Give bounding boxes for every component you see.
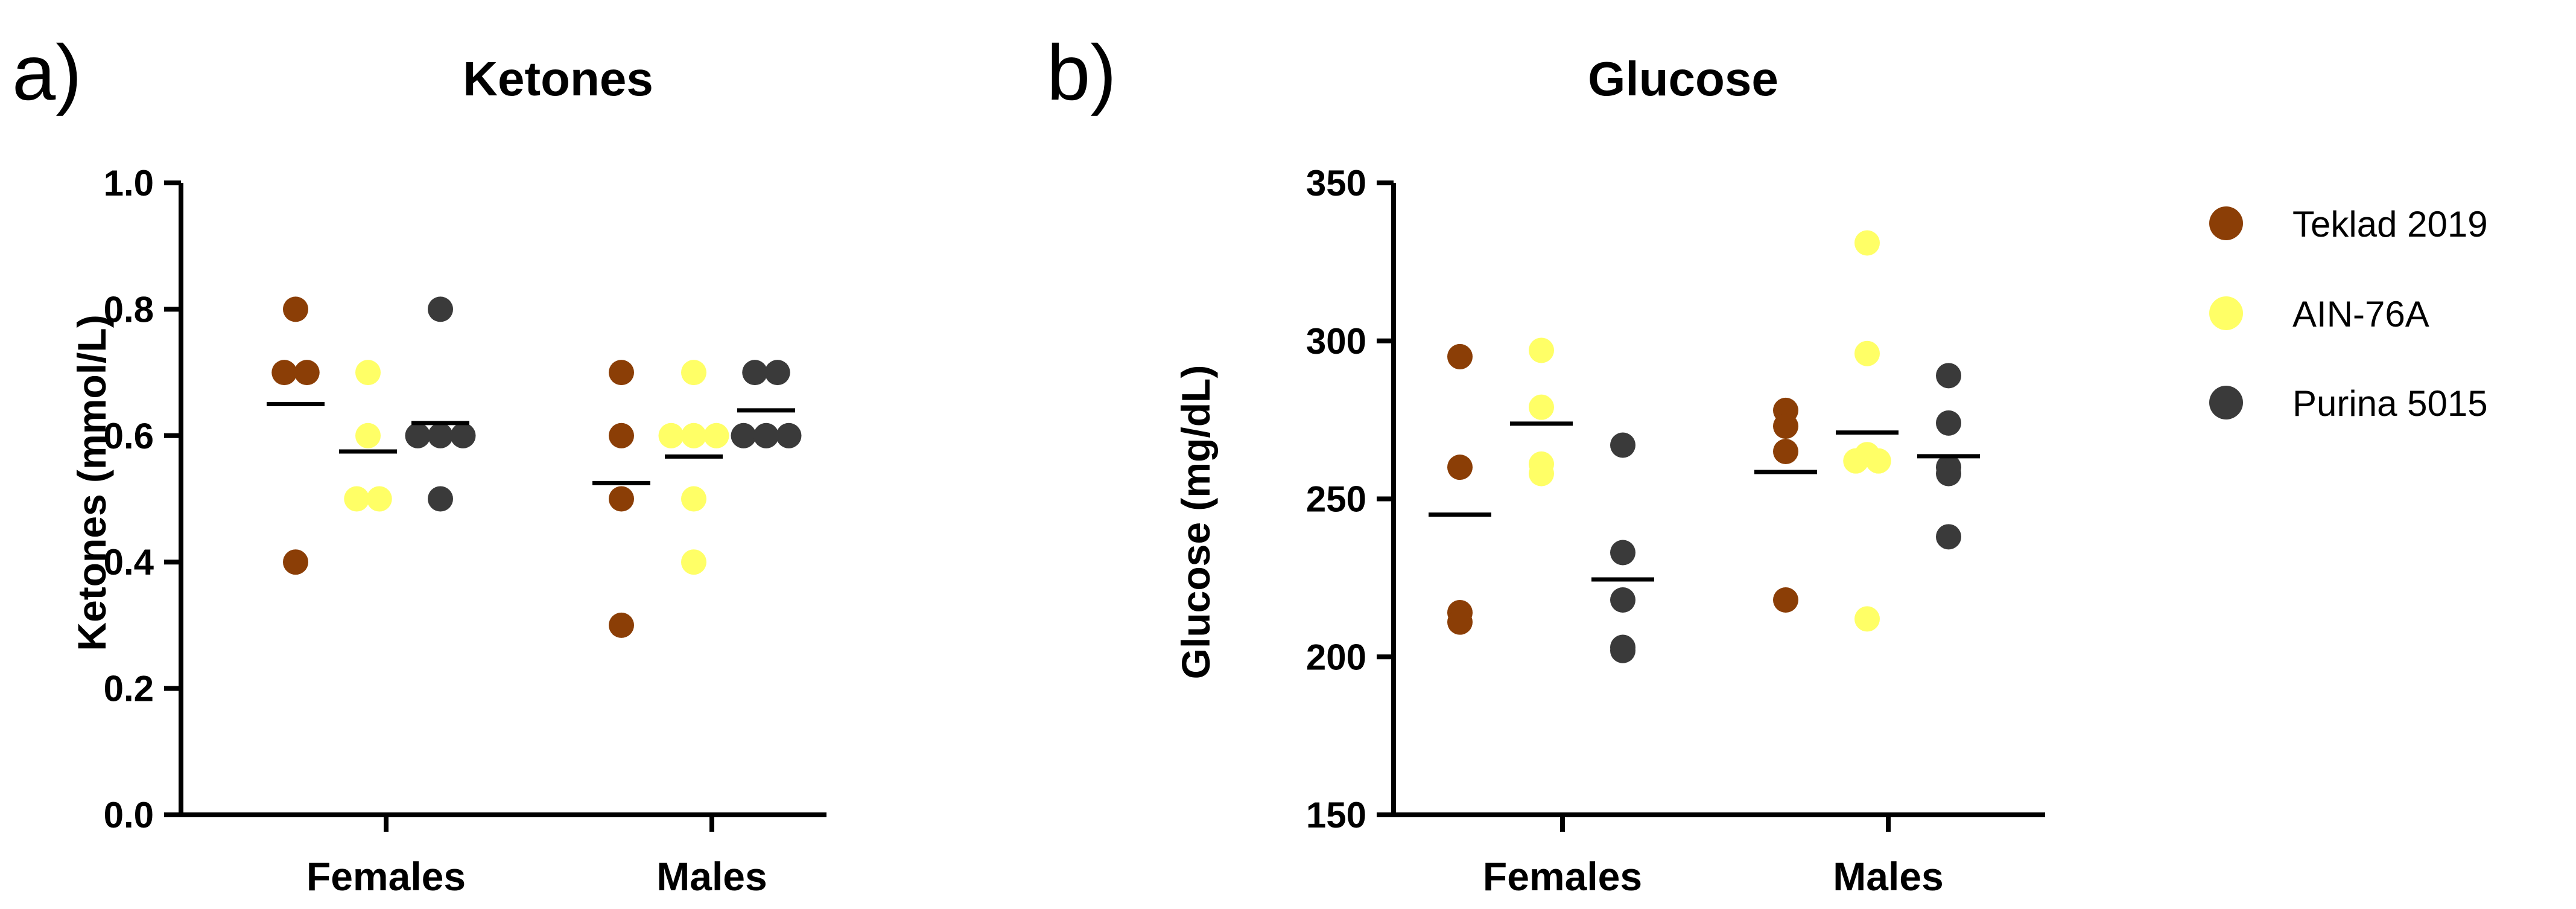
- ketones-axes: [179, 183, 826, 832]
- ketones-point-teklad-2019-females: [283, 549, 308, 575]
- ketones-point-ain-76a-males: [681, 549, 706, 575]
- glucose-point-purina-5015-females: [1610, 637, 1635, 663]
- glucose-point-ain-76a-females: [1529, 394, 1554, 420]
- ketones-point-teklad-2019-males: [609, 360, 634, 386]
- glucose-point-purina-5015-males: [1936, 410, 1961, 436]
- glucose-point-teklad-2019-males: [1773, 413, 1798, 439]
- ketones-category-males: Males: [656, 854, 767, 899]
- ketones-point-purina-5015-females: [428, 423, 453, 448]
- ketones-y-tick-label: 0.6: [104, 416, 154, 456]
- ketones-y-tick-label: 0.0: [104, 795, 154, 835]
- glucose-title: Glucose: [1588, 52, 1778, 106]
- glucose-point-teklad-2019-females: [1447, 609, 1473, 635]
- ketones-title: Ketones: [463, 52, 653, 106]
- ketones-point-teklad-2019-females: [283, 296, 308, 322]
- ketones-point-ain-76a-males: [681, 423, 706, 448]
- glucose-point-teklad-2019-males: [1773, 438, 1798, 464]
- legend-label-ain-76a: AIN-76A: [2292, 294, 2429, 334]
- ketones-y-tick-label: 0.4: [104, 542, 154, 582]
- ketones-point-purina-5015-males: [731, 423, 757, 448]
- glucose-point-purina-5015-males: [1936, 524, 1961, 550]
- glucose-point-ain-76a-females: [1529, 461, 1554, 486]
- ketones-point-purina-5015-females: [450, 423, 476, 448]
- glucose-point-purina-5015-females: [1610, 587, 1635, 613]
- glucose-y-tick-label: 350: [1306, 163, 1366, 203]
- ketones-point-teklad-2019-males: [609, 423, 634, 448]
- glucose-point-ain-76a-males: [1865, 448, 1891, 474]
- ketones-y-tick-label: 0.8: [104, 289, 154, 330]
- ketones-point-purina-5015-males: [764, 360, 790, 386]
- ketones-y-axis-label: Ketones (mmol/L): [69, 314, 114, 651]
- glucose-point-purina-5015-females: [1610, 432, 1635, 458]
- glucose-category-females: Females: [1483, 854, 1642, 899]
- legend-label-teklad-2019: Teklad 2019: [2292, 204, 2488, 244]
- ketones-point-ain-76a-females: [355, 360, 381, 386]
- ketones-point-purina-5015-females: [428, 296, 453, 322]
- glucose-y-tick-label: 150: [1306, 795, 1366, 835]
- glucose-point-ain-76a-males: [1843, 448, 1869, 474]
- glucose-category-males: Males: [1833, 854, 1943, 899]
- legend-marker-ain-76a: [2209, 296, 2243, 330]
- glucose-point-ain-76a-males: [1854, 606, 1880, 632]
- ketones-y-ticks: 0.0 0.2 0.4 0.6 0.8 1.0: [104, 163, 181, 835]
- ketones-point-ain-76a-females: [355, 423, 381, 448]
- ketones-point-teklad-2019-males: [609, 612, 634, 638]
- ketones-point-ain-76a-females: [366, 486, 392, 512]
- legend-item-ain-76a: AIN-76A: [2209, 294, 2429, 334]
- glucose-categories: Females Males: [1483, 854, 1944, 899]
- glucose-y-tick-label: 300: [1306, 321, 1366, 362]
- ketones-panel: a) Ketones Ketones (mmol/L) 0.0 0.2 0.4 0.6…: [12, 28, 826, 899]
- glucose-point-teklad-2019-males: [1773, 587, 1798, 613]
- ketones-y-tick-label: 1.0: [104, 163, 154, 203]
- ketones-point-ain-76a-males: [658, 423, 684, 448]
- panel-letter-a: a): [12, 28, 82, 116]
- ketones-point-purina-5015-males: [776, 423, 802, 448]
- glucose-point-ain-76a-males: [1854, 340, 1880, 366]
- glucose-y-ticks: 150 200 250 300 350: [1306, 163, 1394, 835]
- ketones-points: [271, 296, 802, 638]
- glucose-y-tick-label: 250: [1306, 479, 1366, 520]
- panel-letter-b: b): [1047, 28, 1117, 116]
- ketones-point-purina-5015-females: [428, 486, 453, 512]
- glucose-point-purina-5015-females: [1610, 540, 1635, 566]
- glucose-point-ain-76a-males: [1854, 230, 1880, 256]
- ketones-point-ain-76a-females: [344, 486, 370, 512]
- ketones-means: [267, 401, 795, 485]
- glucose-point-purina-5015-males: [1936, 461, 1961, 486]
- legend-marker-teklad-2019: [2209, 206, 2243, 240]
- ketones-point-teklad-2019-females: [271, 360, 297, 386]
- legend-item-teklad-2019: Teklad 2019: [2209, 204, 2488, 244]
- ketones-y-tick-label: 0.2: [104, 669, 154, 709]
- legend-label-purina-5015: Purina 5015: [2292, 383, 2488, 424]
- ketones-point-ain-76a-males: [703, 423, 729, 448]
- glucose-axes: [1391, 183, 2045, 832]
- legend: Teklad 2019 AIN-76A Purina 5015: [2209, 204, 2488, 424]
- glucose-point-teklad-2019-females: [1447, 454, 1473, 480]
- glucose-means: [1429, 421, 1980, 582]
- glucose-point-ain-76a-females: [1529, 337, 1554, 363]
- glucose-points: [1447, 230, 1961, 663]
- ketones-categories: Females Males: [306, 854, 767, 899]
- ketones-point-teklad-2019-females: [294, 360, 320, 386]
- ketones-point-teklad-2019-males: [609, 486, 634, 512]
- ketones-point-ain-76a-males: [681, 486, 706, 512]
- glucose-y-axis-label: Glucose (mg/dL): [1173, 365, 1218, 680]
- glucose-point-teklad-2019-females: [1447, 343, 1473, 369]
- ketones-point-purina-5015-males: [753, 423, 779, 448]
- ketones-point-purina-5015-females: [405, 423, 431, 448]
- legend-marker-purina-5015: [2209, 386, 2243, 419]
- legend-item-purina-5015: Purina 5015: [2209, 383, 2488, 424]
- ketones-point-purina-5015-males: [742, 360, 768, 386]
- glucose-point-purina-5015-males: [1936, 363, 1961, 389]
- ketones-category-females: Females: [306, 854, 466, 899]
- ketones-point-ain-76a-males: [681, 360, 706, 386]
- glucose-panel: b) Glucose Glucose (mg/dL) 150 200 250 300 3…: [1047, 28, 2045, 899]
- glucose-y-tick-label: 200: [1306, 637, 1366, 677]
